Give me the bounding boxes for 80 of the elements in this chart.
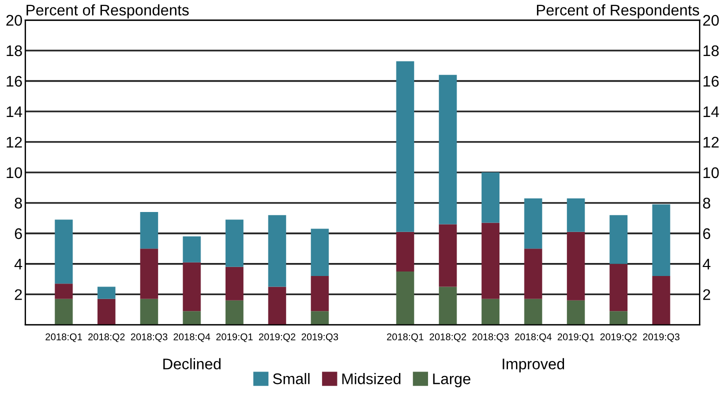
bar — [268, 215, 286, 287]
x-tick-label: 2018:Q1 — [46, 333, 82, 342]
x-tick-label: 2019:Q1 — [216, 333, 253, 342]
y-tick-label: 10 — [6, 167, 22, 178]
y2-tick-label: 8 — [703, 198, 710, 209]
bar — [652, 204, 670, 276]
y2-tick-label: 10 — [704, 167, 719, 178]
y2-tick-label: 14 — [704, 106, 719, 118]
bar — [182, 236, 201, 262]
bar — [268, 286, 286, 325]
bar — [97, 286, 116, 299]
bar — [54, 220, 73, 284]
bar — [482, 298, 500, 325]
bar — [310, 311, 329, 325]
legend-label: Large — [433, 374, 470, 388]
y-axis-title: Percent of Respondents — [26, 4, 189, 19]
x-tick-label: 2018:Q3 — [130, 333, 168, 342]
bar — [226, 266, 244, 300]
bar — [566, 300, 585, 325]
bar — [54, 298, 73, 325]
bar — [566, 232, 585, 300]
x-tick-label: 2018:Q3 — [472, 333, 509, 342]
y-tick-label: 2 — [14, 289, 22, 300]
y2-tick-label: 20 — [703, 14, 719, 26]
bar — [226, 300, 244, 325]
bar — [438, 224, 457, 287]
text: Improved — [502, 358, 564, 372]
y-tick-label: 12 — [6, 136, 22, 148]
bar — [610, 264, 628, 312]
y2-tick-label: 12 — [704, 136, 719, 148]
bar — [396, 232, 414, 272]
bar — [310, 276, 329, 312]
bar — [566, 198, 585, 232]
text: Declined — [163, 358, 221, 370]
y2-tick-label: 4 — [702, 258, 710, 270]
bar — [140, 298, 158, 325]
bar — [310, 228, 329, 276]
x-tick-label: 2019:Q2 — [258, 333, 296, 342]
bar — [438, 74, 457, 224]
x-tick-label: 2018:Q1 — [387, 333, 424, 342]
x-tick-label: 2018:Q4 — [515, 333, 552, 342]
bar — [652, 276, 670, 325]
y-tick-label: 4 — [14, 258, 22, 270]
bar — [524, 198, 542, 249]
bar — [140, 212, 158, 249]
x-tick-label: 2018:Q4 — [174, 333, 210, 342]
bar — [54, 284, 73, 299]
x-tick-label: 2018:Q2 — [88, 333, 125, 342]
x-tick-label: 2018:Q2 — [430, 333, 466, 342]
bar — [182, 311, 201, 325]
bar — [438, 286, 457, 325]
x-tick-label: 2019:Q3 — [643, 333, 680, 342]
bar — [610, 311, 628, 325]
y-tick-label: 20 — [6, 14, 22, 26]
legend-label: Midsized — [342, 373, 400, 384]
y2-tick-label: 16 — [704, 76, 719, 87]
bar — [396, 61, 414, 232]
y-tick-label: 16 — [6, 76, 22, 87]
y-tick-label: 6 — [14, 228, 22, 240]
bar — [97, 298, 116, 325]
bar — [396, 271, 414, 325]
y-tick-label: 14 — [6, 106, 22, 118]
y2-tick-label: 2 — [703, 289, 710, 300]
y-tick-label: 8 — [14, 198, 22, 209]
bar — [524, 248, 542, 299]
bar — [182, 262, 201, 312]
x-tick-label: 2019:Q3 — [302, 333, 338, 342]
bar — [610, 215, 628, 264]
bar — [482, 172, 500, 223]
bar — [482, 222, 500, 299]
bar — [140, 248, 158, 299]
y2-tick-label: 6 — [703, 228, 710, 240]
x-tick-label: 2019:Q2 — [600, 333, 637, 342]
bar — [524, 298, 542, 325]
y2-axis-title: Percent of Respondents — [536, 4, 700, 19]
bar — [226, 220, 244, 267]
x-tick-label: 2019:Q1 — [558, 333, 594, 342]
y-tick-label: 18 — [6, 45, 22, 56]
y2-tick-label: 18 — [704, 45, 719, 56]
legend-label: Small — [273, 373, 310, 384]
